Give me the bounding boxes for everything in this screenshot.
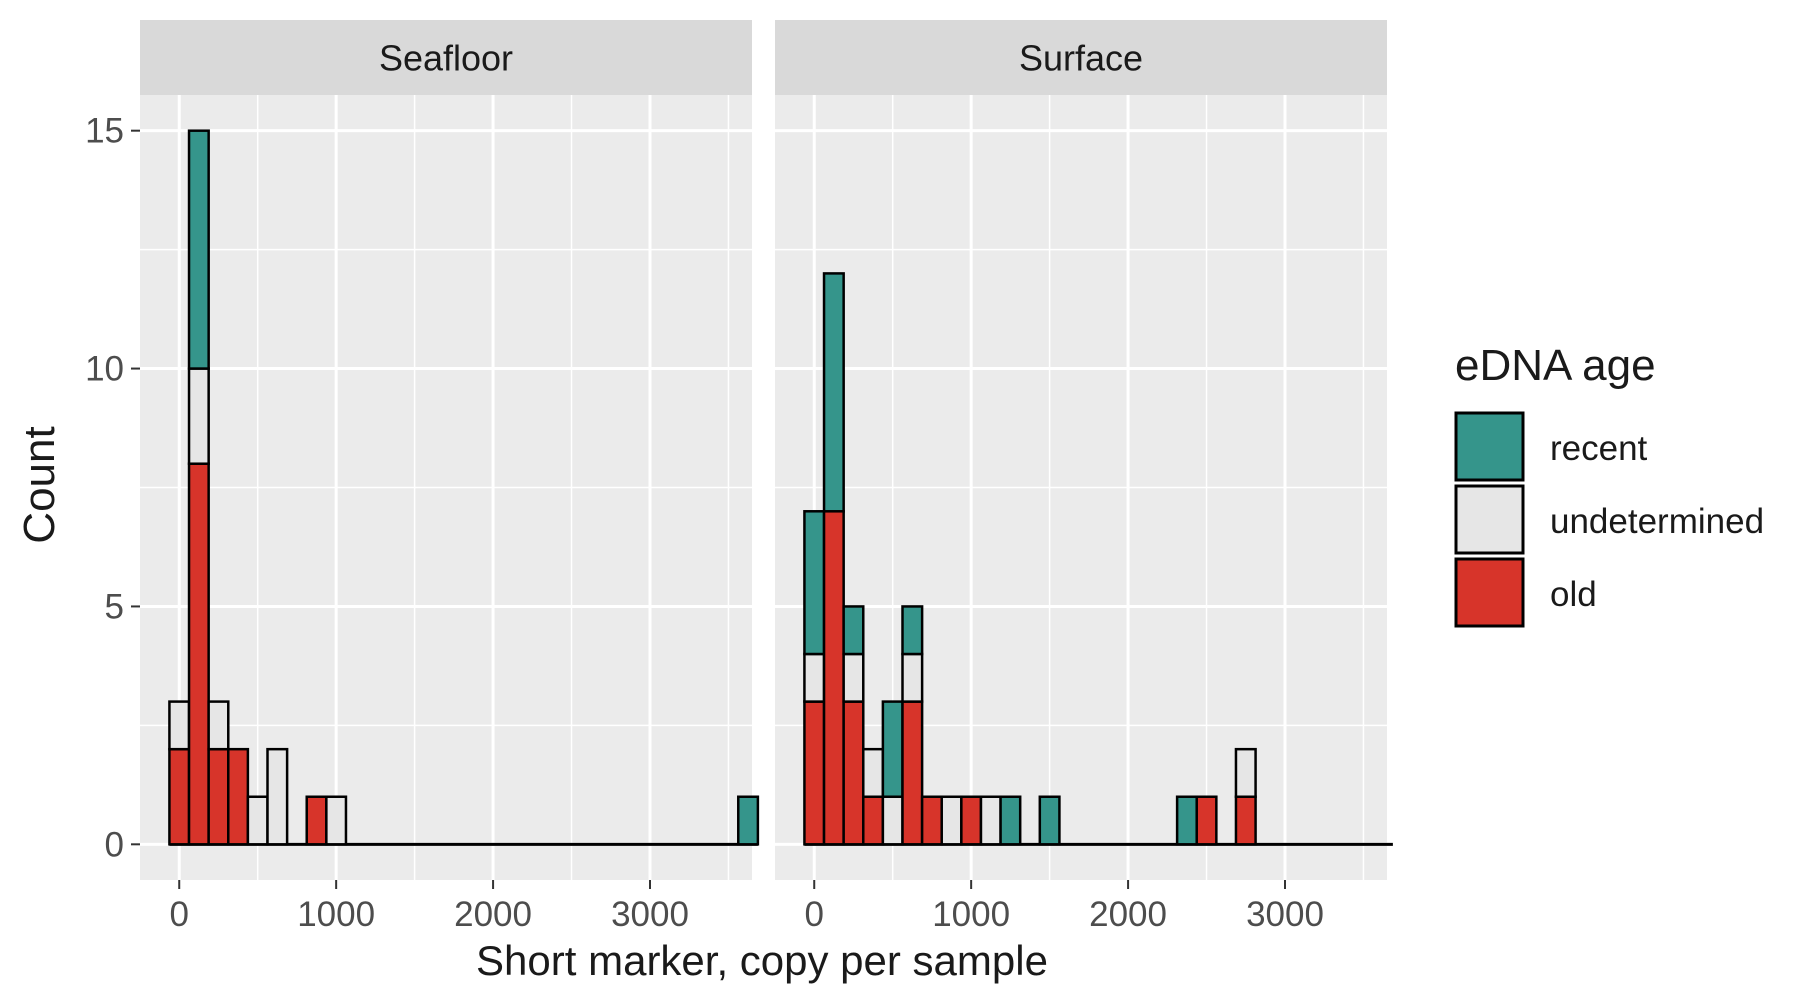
bar-segment-old (901, 700, 924, 846)
y-tick-label: 0 (105, 825, 124, 864)
bar-segment-old (168, 747, 191, 846)
bar-segment-recent (999, 795, 1022, 846)
histogram-bars (168, 129, 760, 846)
legend-items: recent undetermined old (1454, 411, 1764, 628)
bar-segment-old (305, 795, 328, 846)
x-tick-label: 1000 (932, 895, 1010, 934)
bar-segment-undetermined (187, 367, 210, 465)
bar-segment-undetermined (246, 795, 269, 846)
bar-segment-undetermined (325, 795, 348, 846)
legend-label-undetermined: undetermined (1550, 502, 1764, 541)
bar-segment-old (842, 700, 865, 846)
facet-panel-seafloor: Seafloor 0 1000 2000 3000 (140, 20, 760, 934)
bar-segment-old (1234, 795, 1257, 846)
bar-segment-recent (842, 605, 865, 656)
y-axis-title: Count (15, 426, 64, 543)
legend: eDNA age recent undetermined old (1454, 341, 1764, 628)
bar-segment-old (920, 795, 943, 846)
legend-title: eDNA age (1455, 341, 1656, 390)
bar-segment-old (1195, 795, 1218, 846)
legend-label-recent: recent (1550, 429, 1648, 468)
y-axis: 0 5 10 15 (85, 112, 140, 864)
x-tick-label: 3000 (611, 895, 689, 934)
x-axis-surface: 0 1000 2000 3000 (804, 880, 1324, 934)
facet-strip-label: Surface (1019, 38, 1143, 79)
y-tick-label: 5 (105, 587, 124, 626)
x-axis-title: Short marker, copy per sample (476, 937, 1048, 984)
x-axis-seafloor: 0 1000 2000 3000 (169, 880, 689, 934)
bar-segment-undetermined (940, 795, 963, 846)
bar-segment-recent (1038, 795, 1061, 846)
bar-segment-old (822, 510, 845, 846)
bar-segment-undetermined (803, 652, 826, 703)
bar-segment-recent (901, 605, 924, 656)
bar-segment-undetermined (168, 700, 191, 751)
bar-segment-recent (187, 129, 210, 370)
bar-segment-recent (737, 795, 760, 846)
bar-segment-old (227, 747, 250, 846)
bar-segment-undetermined (842, 652, 865, 703)
panels-layer: Seafloor 0 1000 2000 3000 Surface 0 1000 2000 300… (140, 20, 1393, 934)
bar-segment-undetermined (1234, 747, 1257, 798)
bar-segment-undetermined (862, 747, 885, 798)
x-tick-label: 3000 (1246, 895, 1324, 934)
histogram-bars (803, 272, 1257, 846)
bar-segment-undetermined (266, 747, 289, 846)
facet-strip (775, 20, 1387, 95)
bar-segment-recent (1175, 795, 1198, 846)
legend-key-old (1454, 557, 1525, 628)
legend-label-old: old (1550, 575, 1597, 614)
legend-key-undetermined (1454, 484, 1525, 555)
facet-panel-surface: Surface 0 1000 2000 3000 (775, 20, 1393, 934)
bar-segment-undetermined (881, 795, 904, 846)
x-tick-label: 0 (169, 895, 188, 934)
y-tick-label: 15 (85, 112, 124, 151)
x-tick-label: 2000 (454, 895, 532, 934)
bar-segment-old (803, 700, 826, 846)
bar-segment-old (187, 462, 210, 846)
x-tick-label: 2000 (1089, 895, 1167, 934)
y-tick-label: 10 (85, 350, 124, 389)
x-tick-label: 1000 (297, 895, 375, 934)
bar-segment-old (960, 795, 983, 846)
bar-segment-old (207, 747, 230, 846)
x-tick-label: 0 (804, 895, 823, 934)
facet-strip-label: Seafloor (379, 38, 513, 79)
bar-segment-recent (822, 272, 845, 513)
bar-segment-recent (803, 510, 826, 656)
bar-segment-old (862, 795, 885, 846)
bar-segment-undetermined (979, 795, 1002, 846)
bar-segment-undetermined (207, 700, 230, 751)
bar-segment-recent (881, 700, 904, 798)
grid-lines (775, 95, 1387, 880)
legend-key-recent (1454, 411, 1525, 482)
facet-strip (140, 20, 752, 95)
bar-segment-undetermined (901, 652, 924, 703)
